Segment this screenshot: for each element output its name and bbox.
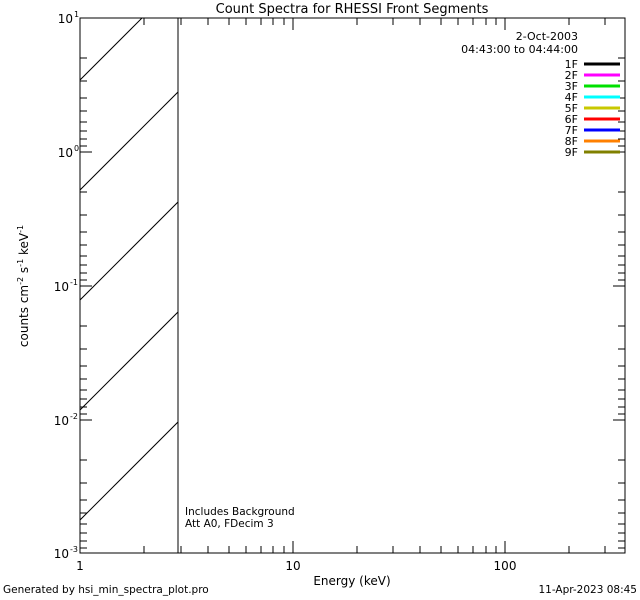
y-tick-label-1e1: 10 1: [58, 10, 79, 26]
annotation-att-fdecim: Att A0, FDecim 3: [185, 518, 274, 530]
y-axis-label-exp1: -2: [16, 277, 25, 285]
y-tick-exponent: 1: [74, 10, 79, 19]
x-axis-minor-ticks: [143, 18, 606, 553]
x-tick-label-10: 10: [285, 559, 300, 573]
legend-label: 2F: [565, 69, 578, 82]
legend-entry-3f[interactable]: 3F: [565, 80, 620, 93]
x-axis-label: Energy (keV): [313, 574, 390, 588]
legend-entry-1f[interactable]: 1F: [565, 58, 620, 71]
legend-entry-4f[interactable]: 4F: [565, 91, 620, 104]
annotation-includes-background: Includes Background: [185, 506, 295, 518]
legend-label: 3F: [565, 80, 578, 93]
y-tick-label-1e-2: 10 -2: [54, 412, 78, 428]
svg-text:counts cm-2 s-1 keV-1: counts cm-2 s-1 keV-1: [16, 225, 31, 347]
y-axis-label-exp2: -1: [16, 259, 25, 267]
legend-date: 2-Oct-2003: [516, 30, 578, 43]
legend-label: 1F: [565, 58, 578, 71]
hatched-region: [80, 18, 178, 521]
y-tick-exponent: 0: [74, 144, 79, 153]
y-tick-mantissa: 10: [54, 547, 69, 561]
y-tick-label-1e-3: 10 -3: [54, 545, 78, 561]
x-tick-label-1: 1: [76, 559, 84, 573]
plot-frame: [79, 17, 626, 554]
legend-entry-9f[interactable]: 9F: [565, 146, 620, 159]
y-axis-major-ticks: [80, 17, 625, 554]
y-axis-label-mid: s: [17, 267, 31, 277]
y-axis-minor-ticks: [80, 57, 625, 549]
x-axis-major-ticks: [79, 18, 506, 553]
legend-entry-8f[interactable]: 8F: [565, 135, 620, 148]
y-tick-label-1e0: 10 0: [58, 144, 79, 160]
legend-label: 8F: [565, 135, 578, 148]
legend-entry-5f[interactable]: 5F: [565, 102, 620, 115]
legend-label: 5F: [565, 102, 578, 115]
y-axis-label-exp3: -1: [16, 225, 25, 233]
y-tick-mantissa: 10: [54, 280, 69, 294]
legend-label: 6F: [565, 113, 578, 126]
y-axis-label: counts cm-2 s-1 keV-1: [16, 225, 31, 347]
y-axis-label-base: counts cm: [17, 285, 31, 347]
y-tick-label-1e-1: 10 -1: [54, 278, 78, 294]
y-tick-exponent: -1: [70, 278, 78, 287]
y-tick-exponent: -2: [70, 412, 78, 421]
legend-time-range: 04:43:00 to 04:44:00: [461, 43, 578, 56]
legend-entry-2f[interactable]: 2F: [565, 69, 620, 82]
legend-label: 9F: [565, 146, 578, 159]
legend-label: 7F: [565, 124, 578, 137]
x-tick-label-100: 100: [494, 559, 517, 573]
footer-timestamp: 11-Apr-2023 08:45: [538, 584, 637, 596]
y-axis-label-tail: keV: [17, 232, 31, 259]
legend-label: 4F: [565, 91, 578, 104]
chart-title: Count Spectra for RHESSI Front Segments: [216, 2, 489, 17]
y-tick-exponent: -3: [70, 545, 78, 554]
footer-generated-by: Generated by hsi_min_spectra_plot.pro: [3, 584, 209, 596]
y-tick-mantissa: 10: [54, 414, 69, 428]
legend-entry-7f[interactable]: 7F: [565, 124, 620, 137]
y-tick-mantissa: 10: [58, 12, 73, 26]
legend-entry-6f[interactable]: 6F: [565, 113, 620, 126]
y-tick-mantissa: 10: [58, 146, 73, 160]
